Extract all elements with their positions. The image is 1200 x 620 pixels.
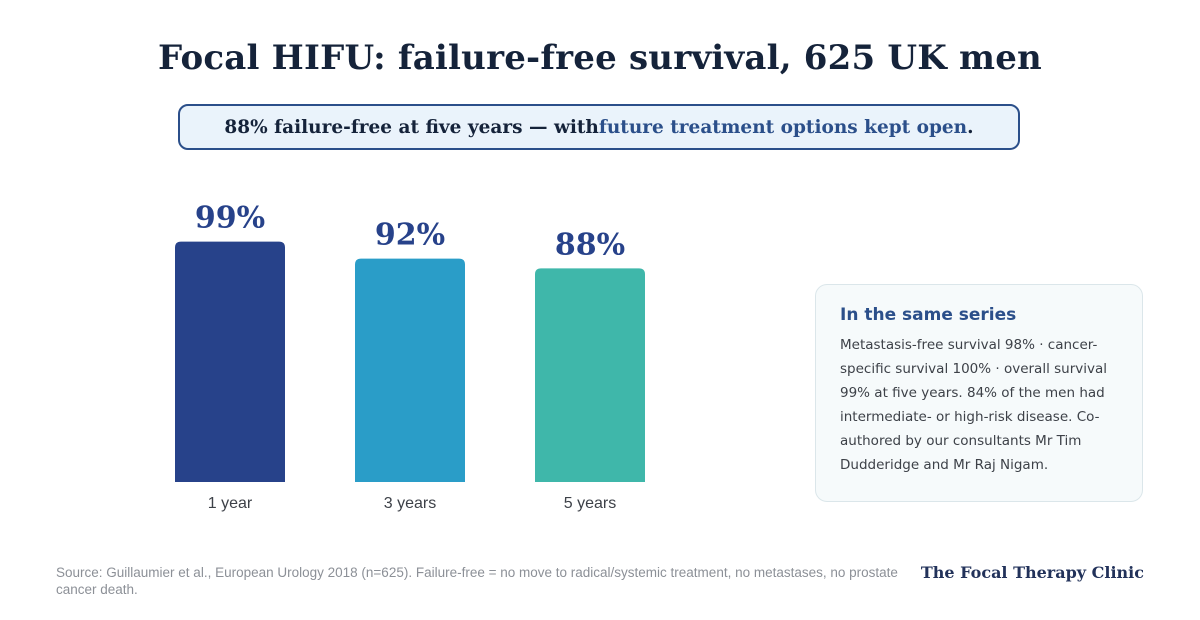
source-note: Source: Guillaumier et al., European Uro… <box>56 565 898 597</box>
series-info-panel: In the same series Metastasis-free survi… <box>815 284 1143 502</box>
callout-highlight: future treatment options kept open <box>598 116 968 138</box>
value-label: 99% <box>195 201 265 236</box>
brand-name: The Focal Therapy Clinic <box>920 563 1144 582</box>
panel-heading: In the same series <box>840 305 1017 325</box>
value-label: 92% <box>375 218 445 253</box>
bar-1-year <box>175 241 285 482</box>
survival-bar-chart: 99% 1 year 92% 3 years 88% 5 years <box>175 201 645 512</box>
bar-3-years <box>355 258 465 482</box>
value-label: 88% <box>555 227 625 262</box>
category-label: 1 year <box>208 495 253 512</box>
panel-body: Metastasis-free survival 98% · cancer-sp… <box>840 337 1108 473</box>
key-finding-callout: 88% failure-free at five years — with fu… <box>178 104 1020 150</box>
callout-period: . <box>967 116 974 138</box>
callout-text: 88% failure-free at five years — with <box>224 116 599 138</box>
chart-title: Focal HIFU: failure-free survival, 625 U… <box>158 38 1042 78</box>
bar-5-years <box>535 268 645 482</box>
category-label: 3 years <box>384 495 436 512</box>
category-label: 5 years <box>564 495 616 512</box>
